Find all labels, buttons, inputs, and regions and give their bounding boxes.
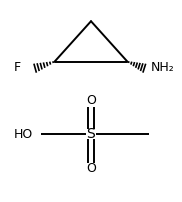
Text: O: O xyxy=(86,95,96,107)
Text: F: F xyxy=(14,61,21,74)
Text: HO: HO xyxy=(14,128,33,141)
Text: O: O xyxy=(86,162,96,175)
Text: S: S xyxy=(87,127,95,141)
Text: NH₂: NH₂ xyxy=(151,61,175,74)
